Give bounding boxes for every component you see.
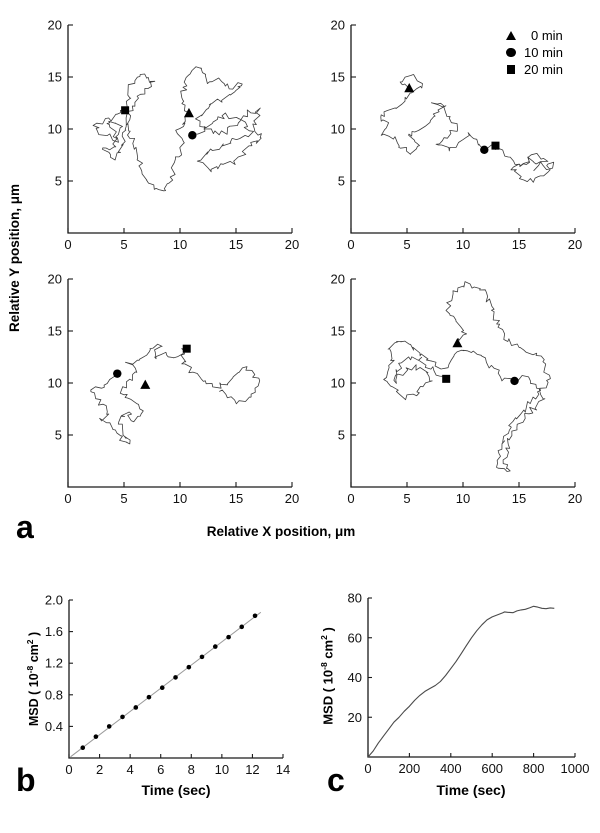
svg-text:5: 5 [120,491,127,506]
svg-text:1.6: 1.6 [45,624,63,639]
svg-text:20: 20 [331,272,345,287]
svg-text:400: 400 [440,761,462,776]
svg-text:15: 15 [331,70,345,85]
panel-b-x-axis-label: Time (sec) [141,782,211,798]
svg-text:10: 10 [48,122,62,137]
svg-text:15: 15 [48,70,62,85]
svg-text:0: 0 [347,237,354,252]
svg-text:5: 5 [120,237,127,252]
legend-item-0min: 0 min [504,27,563,44]
svg-text:1000: 1000 [561,761,590,776]
trajectory-plot-top-right: 0 5 10 15 20 5 10 15 20 [331,18,583,253]
legend: 0 min 10 min 20 min [504,27,563,78]
panel-label-b: b [16,762,36,798]
svg-text:10: 10 [456,491,470,506]
svg-text:5: 5 [403,491,410,506]
square-marker-icon [504,65,518,74]
circle-marker-icon [504,47,518,58]
svg-text:10: 10 [215,762,229,777]
svg-text:5: 5 [403,237,410,252]
legend-label: 0 min [531,28,563,43]
svg-text:10: 10 [331,376,345,391]
svg-text:15: 15 [229,491,243,506]
svg-text:12: 12 [245,762,259,777]
svg-text:200: 200 [399,761,421,776]
svg-text:10: 10 [456,237,470,252]
svg-text:10: 10 [48,376,62,391]
svg-text:600: 600 [481,761,503,776]
trajectory-plot-top-left: 0 5 10 15 20 5 10 15 20 [48,18,300,253]
svg-text:5: 5 [55,428,62,443]
legend-item-20min: 20 min [504,61,563,78]
svg-text:800: 800 [523,761,545,776]
svg-text:5: 5 [55,174,62,189]
svg-text:20: 20 [285,237,299,252]
panel-label-a: a [16,509,34,545]
panel-a-x-axis-label: Relative X position, μm [206,524,356,539]
svg-text:2.0: 2.0 [45,593,63,608]
panel-c-x-axis-label: Time (sec) [436,782,506,798]
svg-text:20: 20 [348,710,362,725]
legend-item-10min: 10 min [504,44,563,61]
svg-text:15: 15 [48,324,62,339]
svg-text:0: 0 [65,762,72,777]
svg-text:20: 20 [331,18,345,33]
svg-text:10: 10 [173,491,187,506]
svg-text:0: 0 [64,491,71,506]
svg-text:60: 60 [348,630,362,645]
legend-label: 10 min [524,45,564,60]
svg-text:2: 2 [96,762,103,777]
panel-a-y-axis-label: Relative Y position, μm [7,183,22,333]
panel-b-y-axis-label: MSD ( 10-8 cm2 ) [25,631,42,727]
msd-vs-time-linear-plot: 0 2 4 6 8 10 12 14 0.4 0.8 1.2 1.6 2.0 [45,593,290,778]
svg-text:0: 0 [347,491,354,506]
svg-text:80: 80 [348,591,362,606]
svg-text:20: 20 [285,491,299,506]
svg-text:4: 4 [127,762,134,777]
svg-text:20: 20 [568,237,582,252]
svg-text:15: 15 [512,237,526,252]
svg-text:20: 20 [48,272,62,287]
svg-text:10: 10 [331,122,345,137]
legend-label: 20 min [524,62,564,77]
svg-text:0.4: 0.4 [45,719,63,734]
svg-text:40: 40 [348,670,362,685]
svg-text:14: 14 [276,762,290,777]
svg-text:15: 15 [331,324,345,339]
svg-text:10: 10 [173,237,187,252]
panel-c-y-axis-label: MSD ( 10-8 cm2 ) [319,627,336,725]
svg-text:5: 5 [338,428,345,443]
svg-text:20: 20 [48,18,62,33]
svg-text:20: 20 [568,491,582,506]
svg-text:0.8: 0.8 [45,687,63,702]
msd-vs-time-saturation-plot: 0 200 400 600 800 1000 20 40 60 80 [348,591,590,777]
svg-text:1.2: 1.2 [45,656,63,671]
panel-label-c: c [327,762,345,798]
trajectory-plot-bottom-left: 0 5 10 15 20 5 10 15 20 [48,272,300,507]
svg-text:0: 0 [64,237,71,252]
svg-text:5: 5 [338,174,345,189]
svg-text:15: 15 [512,491,526,506]
svg-text:8: 8 [188,762,195,777]
svg-text:15: 15 [229,237,243,252]
svg-text:6: 6 [157,762,164,777]
trajectory-plot-bottom-right: 0 5 10 15 20 5 10 15 20 [331,272,583,507]
triangle-marker-icon [504,31,518,40]
svg-text:0: 0 [364,761,371,776]
